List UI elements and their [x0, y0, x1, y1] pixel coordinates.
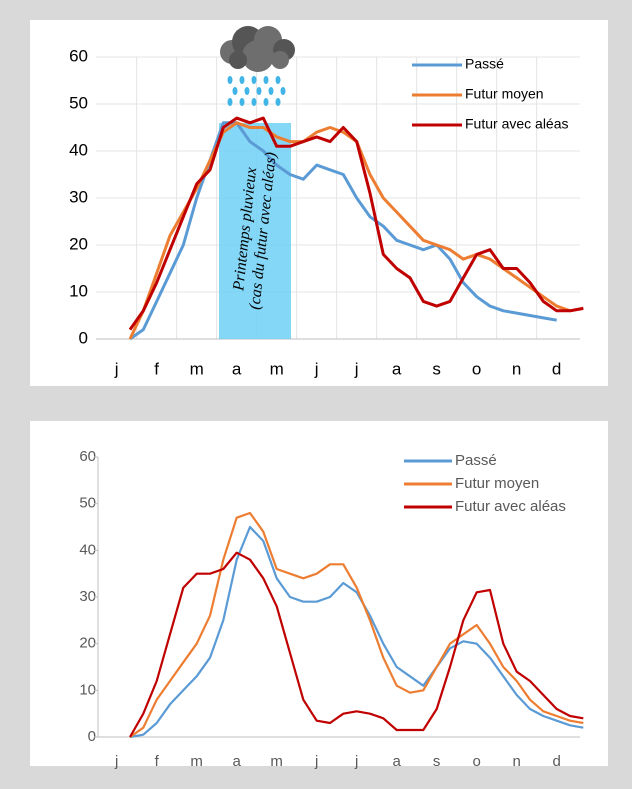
y-tick-label: 30: [79, 588, 96, 605]
rain-drop: [251, 76, 257, 84]
legend-label: Passé: [465, 56, 504, 72]
y-tick-label: 60: [79, 448, 96, 465]
y-tick-label: 60: [69, 46, 88, 65]
y-tick-label: 20: [79, 635, 96, 652]
x-tick-label: j: [314, 359, 319, 378]
series-line: [129, 525, 584, 739]
x-tick-label: n: [512, 753, 520, 770]
rain-drop: [239, 98, 245, 106]
legend-label: Passé: [455, 452, 497, 469]
x-tick-label: a: [232, 753, 241, 770]
x-tick-label: j: [114, 753, 118, 770]
rain-drop: [232, 87, 238, 95]
series-line: [129, 551, 584, 738]
legend-label: Futur moyen: [455, 475, 539, 492]
rain-drop: [263, 98, 269, 106]
series-line: [129, 121, 557, 341]
x-tick-label: f: [154, 359, 159, 378]
rain-drop: [244, 87, 250, 95]
panel: [30, 421, 608, 766]
x-tick-label: j: [354, 359, 359, 378]
rain-period: [219, 123, 291, 339]
y-tick-label: 50: [79, 495, 96, 512]
legend-label: Futur avec aléas: [455, 498, 566, 515]
cloud: [229, 51, 247, 69]
cloud: [242, 40, 274, 72]
rain-drop: [275, 76, 281, 84]
cloud: [271, 51, 289, 69]
x-tick-label: f: [155, 753, 160, 770]
x-tick-label: n: [512, 359, 521, 378]
x-tick-label: j: [354, 753, 358, 770]
y-tick-label: 0: [79, 328, 88, 347]
y-tick-label: 40: [79, 541, 96, 558]
y-tick-label: 40: [69, 140, 88, 159]
x-tick-label: o: [472, 359, 481, 378]
series-line: [128, 116, 584, 331]
y-tick-label: 10: [79, 681, 96, 698]
legend-label: Futur moyen: [465, 86, 544, 102]
rain-drop: [268, 87, 274, 95]
x-tick-label: m: [270, 359, 284, 378]
y-tick-label: 10: [69, 281, 88, 300]
x-tick-label: a: [392, 753, 401, 770]
chart-2: 0 10 20 30 40 50 60 j f m a m j j a s o n d Passé Futur moye…: [79, 448, 584, 770]
x-tick-label: s: [433, 753, 441, 770]
rain-drop: [275, 98, 281, 106]
x-tick-label: j: [314, 753, 318, 770]
x-tick-label: m: [190, 753, 203, 770]
legend-label: Futur avec aléas: [465, 116, 569, 132]
y-tick-label: 50: [69, 93, 88, 112]
x-tick-label: m: [190, 359, 204, 378]
x-tick-label: a: [232, 359, 242, 378]
y-tick-label: 0: [88, 728, 96, 745]
rain-drop: [280, 87, 286, 95]
rain-drop: [251, 98, 257, 106]
panel: [30, 20, 608, 386]
rain-drop: [227, 98, 233, 106]
x-tick-label: s: [432, 359, 441, 378]
x-tick-label: o: [472, 753, 480, 770]
rain-drop: [263, 76, 269, 84]
x-tick-label: j: [114, 359, 119, 378]
rain-drop: [256, 87, 262, 95]
y-tick-label: 30: [69, 187, 88, 206]
y-tick-label: 20: [69, 234, 88, 253]
x-tick-label: d: [552, 359, 561, 378]
chart-1: 0 10 20 30 40 50 60 j f m a m j j a s o n d Passé Futur moye…: [69, 26, 584, 378]
x-tick-label: m: [270, 753, 283, 770]
x-tick-label: d: [552, 753, 560, 770]
series-line: [129, 511, 584, 738]
rain-drop: [227, 76, 233, 84]
x-tick-label: a: [392, 359, 402, 378]
rain-drop: [239, 76, 245, 84]
